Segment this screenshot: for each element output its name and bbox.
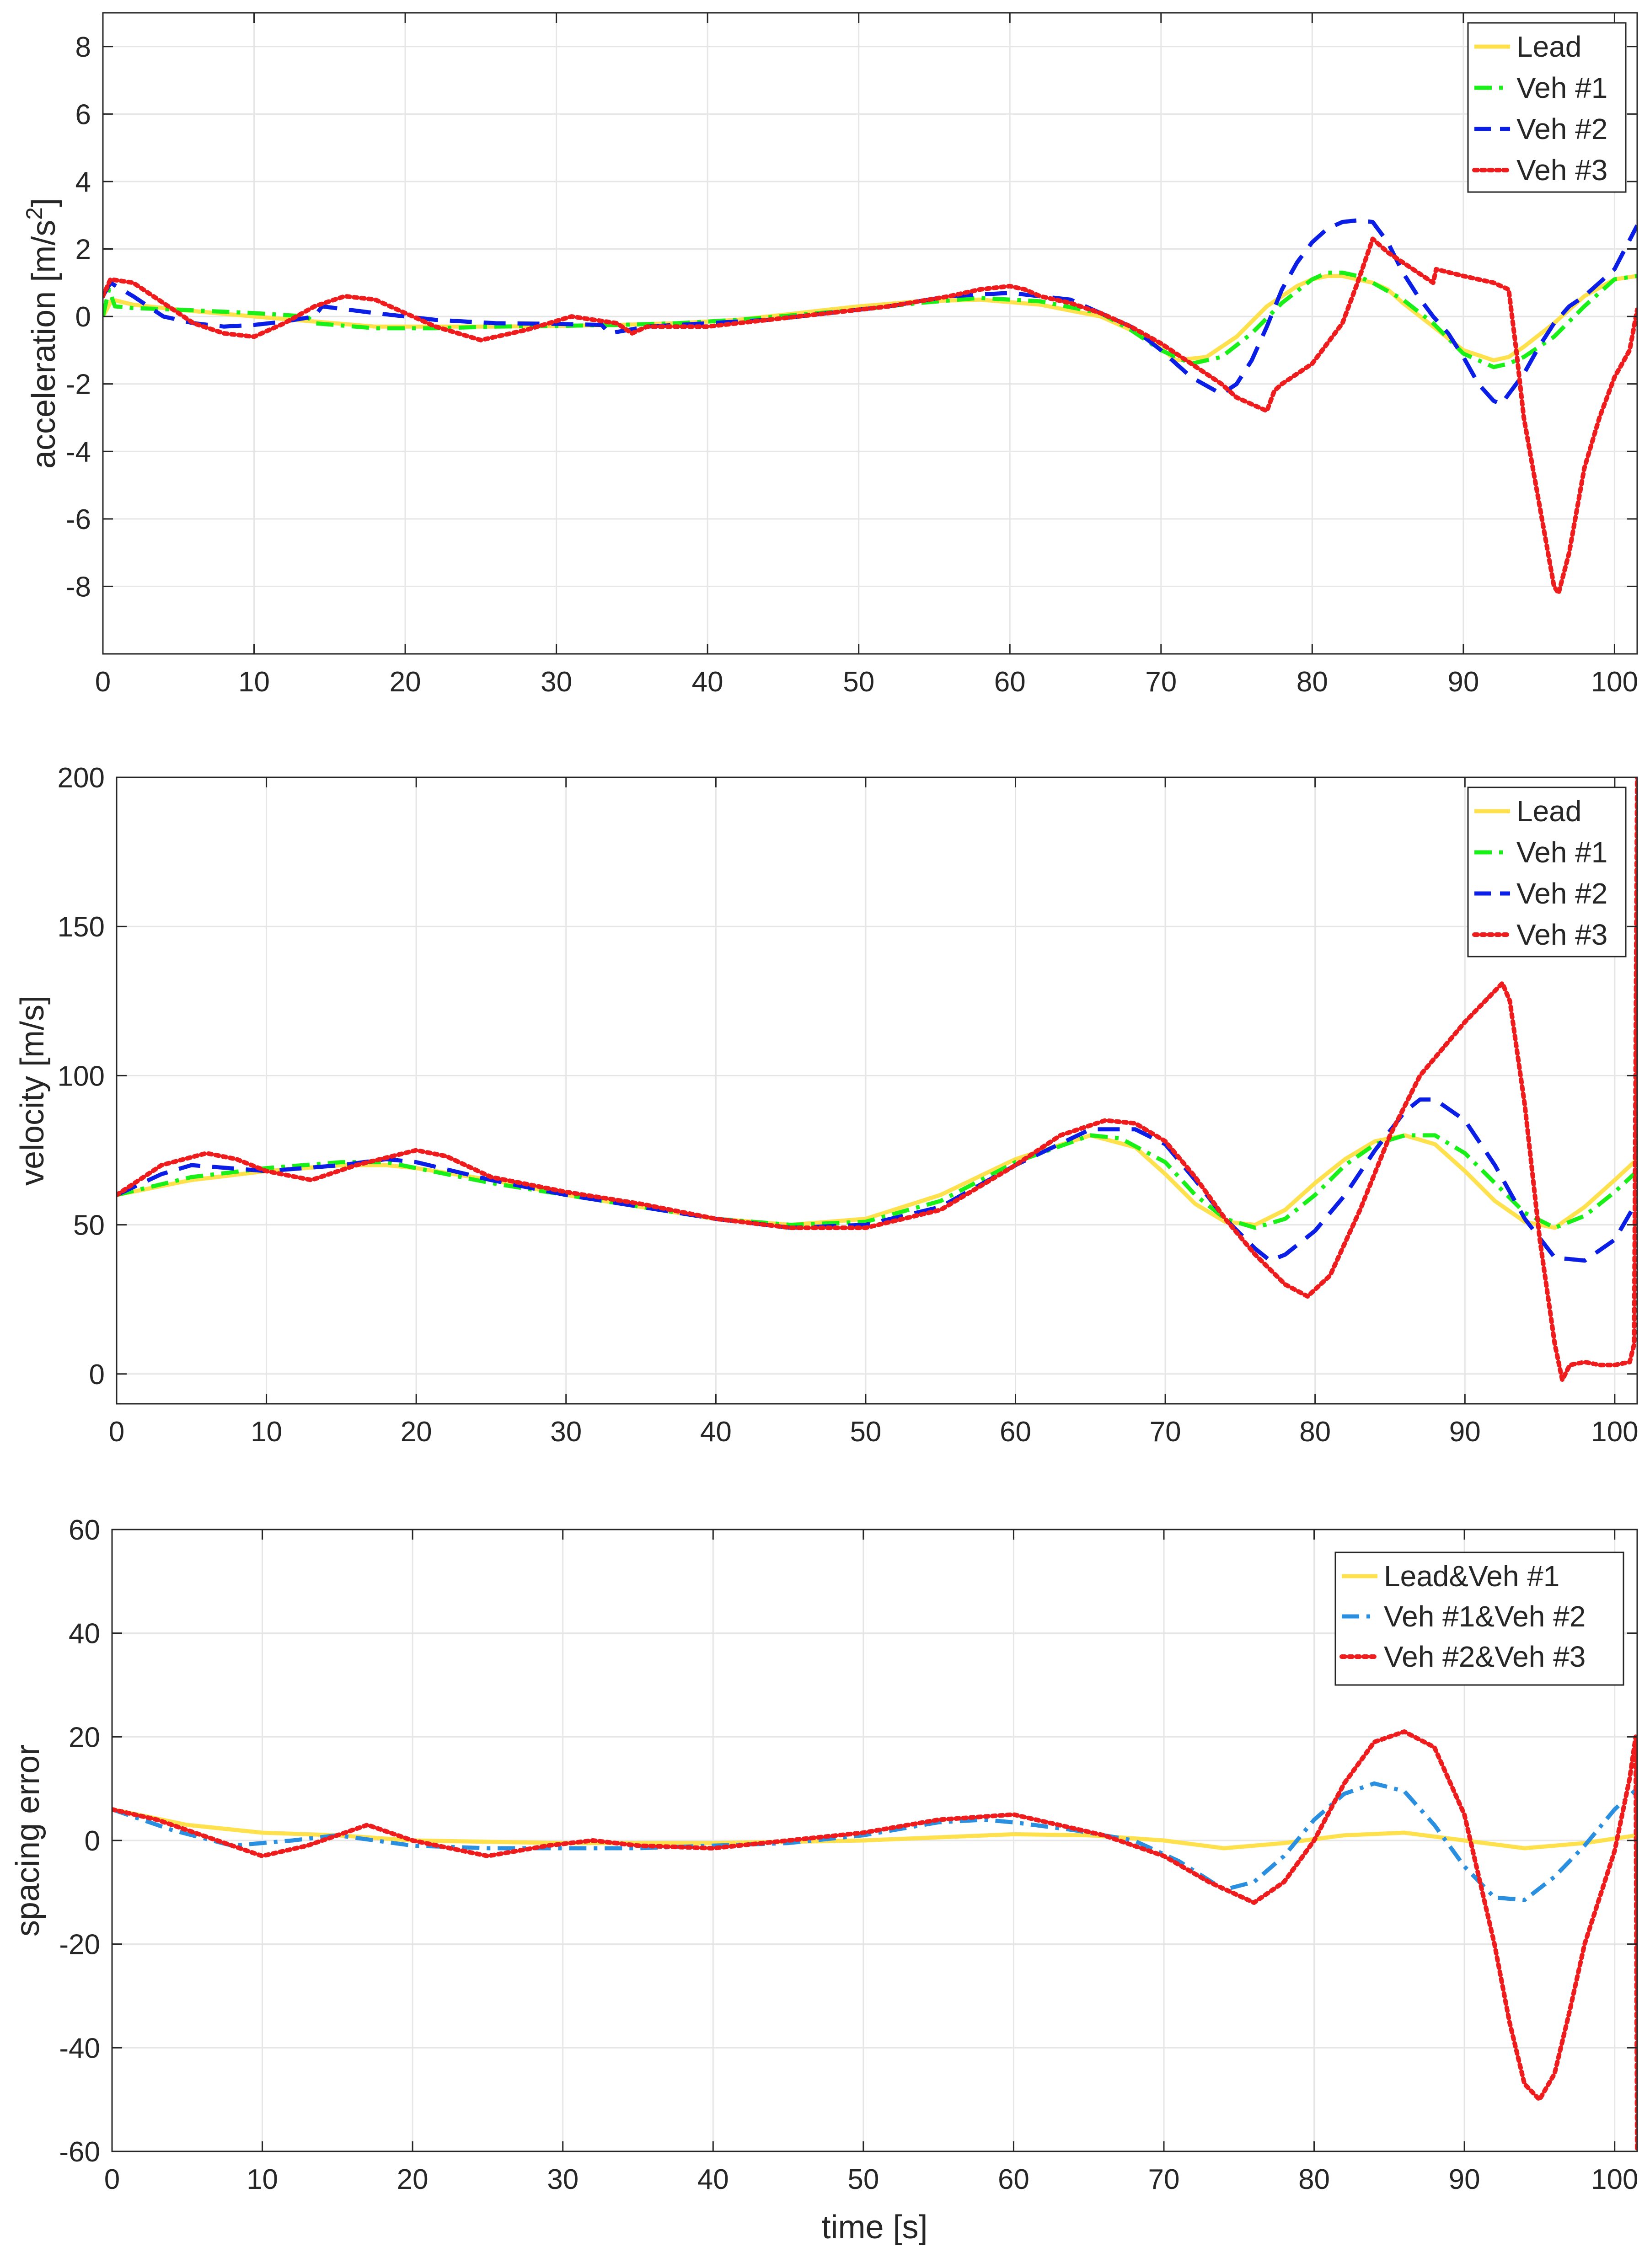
spacing-ytick-label: -60	[59, 2136, 100, 2168]
spacing-legend: Lead&Veh #1 Veh #1&Veh #2 Veh #2&Veh #3	[1334, 1551, 1624, 1686]
vel-legend-label-3: Veh #3	[1516, 918, 1607, 951]
acc-axes-box	[102, 12, 1638, 655]
spacing-ytick-label: 40	[69, 1618, 100, 1650]
vel-ytick-label: 200	[58, 762, 105, 794]
acc-plot-area	[103, 13, 1637, 654]
acc-ytick-label: -2	[66, 369, 91, 401]
vel-xtick-label: 20	[401, 1416, 432, 1448]
spacing-xtick-label: 40	[697, 2164, 729, 2195]
spacing-legend-label-0: Lead&Veh #1	[1384, 1560, 1559, 1593]
vel-ytick-label: 100	[58, 1060, 105, 1092]
vel-chart: 0 10 20 30 40 50 60 70 80 90 100 200 150 100 50 0 veloci…	[14, 762, 1639, 1448]
spacing-legend-label-2: Veh #2&Veh #3	[1384, 1640, 1586, 1673]
acc-ytick-label: 6	[75, 99, 91, 130]
vel-plot-area	[117, 777, 1637, 1404]
spacing-legend-box	[1334, 1551, 1624, 1686]
acc-ytick-label: 2	[75, 234, 91, 266]
ylabel-close: ]	[26, 198, 62, 207]
acc-series-1	[103, 270, 1637, 369]
spacing-xtick-label: 70	[1148, 2164, 1180, 2195]
spacing-xlabel: time [s]	[821, 2209, 927, 2246]
acc-series-2	[103, 218, 1637, 407]
vel-xtick-label: 0	[109, 1416, 124, 1448]
acc-series-3	[103, 236, 1637, 596]
acc-xtick-label: 10	[238, 666, 270, 698]
vel-ylabel: velocity [m/s]	[14, 995, 51, 1186]
spacing-xtick-label: 0	[104, 2164, 120, 2195]
vel-xtick-label: 50	[850, 1416, 881, 1448]
spacing-ylabel: spacing error	[10, 1744, 46, 1936]
spacing-ytick-label: 60	[69, 1514, 100, 1546]
acc-ylabel: acceleration [m/s2]	[21, 198, 62, 469]
acc-xtick-label: 40	[692, 666, 723, 698]
acc-ytick-label: 4	[75, 166, 91, 198]
vel-legend-box	[1467, 786, 1627, 957]
acc-xtick-label: 20	[390, 666, 421, 698]
acc-xtick-label: 0	[95, 666, 111, 698]
spacing-xtick-label: 100	[1591, 2164, 1638, 2195]
spacing-xtick-label: 20	[397, 2164, 429, 2195]
vel-legend: Lead Veh #1 Veh #2 Veh #3	[1467, 786, 1627, 957]
spacing-xtick-label: 60	[998, 2164, 1029, 2195]
acc-chart: 0 10 20 30 40 50 60 70 80 90 10086420-2-4-6-8accel…	[21, 12, 1638, 698]
vel-legend-label-1: Veh #1	[1516, 836, 1607, 869]
vel-xtick-label: 90	[1449, 1416, 1481, 1448]
acc-legend-label-2: Veh #2	[1516, 112, 1607, 145]
vel-xtick-label: 40	[700, 1416, 732, 1448]
spacing-ytick-label: 20	[69, 1722, 100, 1753]
acc-ytick-label: -8	[66, 571, 91, 603]
vel-ytick-label: 0	[89, 1359, 105, 1391]
acc-ytick-label: 0	[75, 301, 91, 333]
ylabel-base: acceleration [m/s	[26, 220, 62, 469]
acc-xtick-label: 90	[1447, 666, 1479, 698]
spacing-xtick-label: 50	[847, 2164, 879, 2195]
vel-series-2	[117, 1097, 1637, 1263]
vel-ytick-label: 150	[58, 911, 105, 943]
vel-xtick-label: 80	[1299, 1416, 1331, 1448]
spacing-xtick-label: 80	[1298, 2164, 1330, 2195]
acc-legend-box	[1467, 22, 1627, 193]
spacing-series-2	[112, 1729, 1637, 2151]
vel-legend-label-2: Veh #2	[1516, 877, 1607, 910]
acc-xtick-label: 60	[994, 666, 1026, 698]
acc-legend-label-3: Veh #3	[1516, 154, 1607, 187]
vel-legend-label-0: Lead	[1516, 795, 1581, 828]
vel-series-1	[117, 1133, 1637, 1230]
vel-xtick-label: 30	[550, 1416, 582, 1448]
vel-xtick-label: 60	[1000, 1416, 1031, 1448]
spacing-xtick-label: 30	[547, 2164, 579, 2195]
spacing-ytick-label: -40	[59, 2033, 100, 2064]
spacing-ytick-label: -20	[59, 1929, 100, 1961]
acc-ytick-label: -4	[66, 436, 91, 468]
acc-xtick-label: 30	[541, 666, 572, 698]
vel-xtick-label: 100	[1591, 1416, 1638, 1448]
spacing-xtick-label: 10	[246, 2164, 278, 2195]
acc-ytick-label: -6	[66, 504, 91, 535]
acc-xtick-label: 100	[1591, 666, 1638, 698]
spacing-chart: 0 10 20 30 40 50 60 70 80 90 100 60 40 20 0 -20 -40 -60 sp…	[10, 1514, 1638, 2246]
acc-xtick-label: 80	[1296, 666, 1328, 698]
spacing-legend-label-1: Veh #1&Veh #2	[1384, 1600, 1586, 1633]
spacing-xtick-label: 90	[1449, 2164, 1480, 2195]
vel-series-3	[117, 777, 1637, 1382]
acc-xtick-label: 70	[1145, 666, 1177, 698]
acc-xtick-label: 50	[843, 666, 874, 698]
ylabel-superscript: 2	[21, 207, 47, 220]
acc-legend-label-0: Lead	[1516, 30, 1581, 63]
acc-legend-label-1: Veh #1	[1516, 71, 1607, 104]
spacing-ytick-label: 0	[85, 1825, 100, 1857]
acc-legend: Lead Veh #1 Veh #2 Veh #3	[1467, 22, 1627, 193]
vel-xtick-label: 10	[251, 1416, 282, 1448]
vel-xtick-label: 70	[1150, 1416, 1181, 1448]
vel-ytick-label: 50	[73, 1210, 105, 1241]
vel-axes-box	[116, 776, 1638, 1405]
acc-ytick-label: 8	[75, 32, 91, 63]
